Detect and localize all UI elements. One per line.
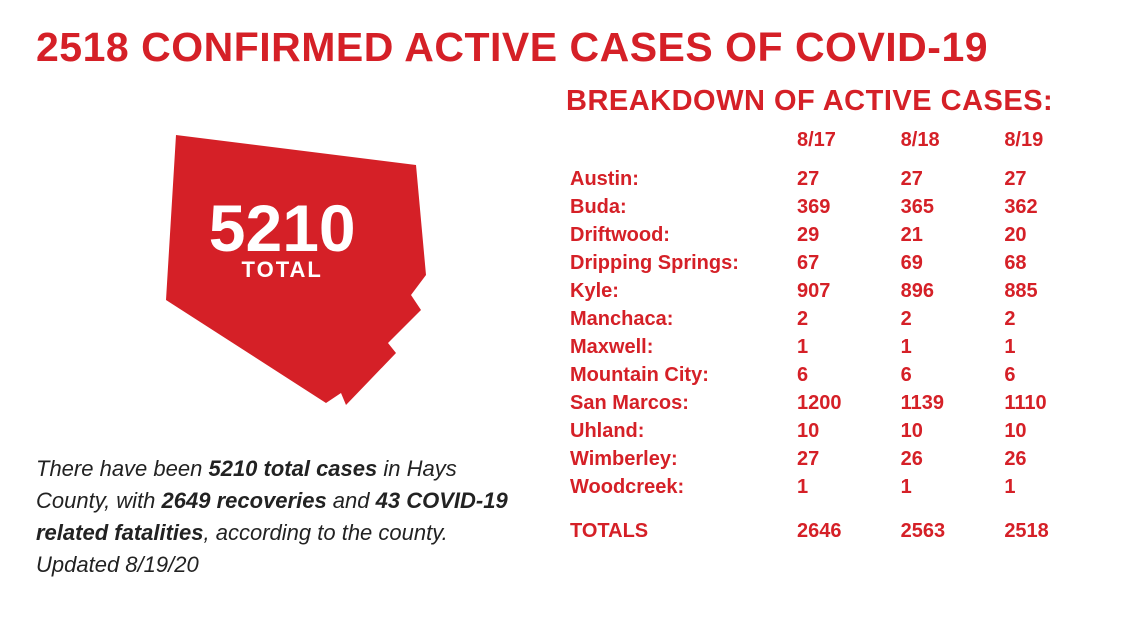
breakdown-table: 8/17 8/18 8/19 Austin:272727Buda:3693653… (566, 126, 1104, 545)
city-cell: San Marcos: (566, 390, 793, 418)
value-cell: 1110 (1000, 390, 1104, 418)
city-cell: Maxwell: (566, 334, 793, 362)
city-cell: Driftwood: (566, 222, 793, 250)
value-cell: 1 (1000, 474, 1104, 502)
value-cell: 29 (793, 222, 897, 250)
totals-value: 2563 (897, 502, 1001, 546)
city-cell: Wimberley: (566, 446, 793, 474)
table-header-date: 8/17 (793, 126, 897, 166)
value-cell: 907 (793, 278, 897, 306)
summary-text: There have been (36, 456, 208, 481)
totals-value: 2518 (1000, 502, 1104, 546)
city-cell: Austin: (566, 166, 793, 194)
value-cell: 2 (897, 306, 1001, 334)
table-header-date: 8/19 (1000, 126, 1104, 166)
totals-value: 2646 (793, 502, 897, 546)
table-row: Uhland:101010 (566, 418, 1104, 446)
table-header-blank (566, 126, 793, 166)
headline: 2518 CONFIRMED ACTIVE CASES OF COVID-19 (36, 24, 1104, 71)
left-column: 5210 TOTAL There have been 5210 total ca… (36, 85, 546, 581)
value-cell: 1 (793, 474, 897, 502)
value-cell: 2 (1000, 306, 1104, 334)
table-row: Mountain City:666 (566, 362, 1104, 390)
value-cell: 6 (1000, 362, 1104, 390)
city-cell: Dripping Springs: (566, 250, 793, 278)
value-cell: 1 (1000, 334, 1104, 362)
value-cell: 27 (793, 446, 897, 474)
table-row: Manchaca:222 (566, 306, 1104, 334)
table-row: Buda:369365362 (566, 194, 1104, 222)
table-row: San Marcos:120011391110 (566, 390, 1104, 418)
value-cell: 67 (793, 250, 897, 278)
value-cell: 26 (1000, 446, 1104, 474)
right-column: BREAKDOWN OF ACTIVE CASES: 8/17 8/18 8/1… (546, 85, 1104, 581)
summary-recoveries: 2649 recoveries (162, 488, 327, 513)
city-cell: Manchaca: (566, 306, 793, 334)
table-totals-row: TOTALS 2646 2563 2518 (566, 502, 1104, 546)
value-cell: 27 (897, 166, 1001, 194)
city-cell: Uhland: (566, 418, 793, 446)
map-total-number: 5210 (209, 195, 356, 261)
county-map: 5210 TOTAL (106, 105, 476, 425)
summary-paragraph: There have been 5210 total cases in Hays… (36, 453, 546, 581)
city-cell: Woodcreek: (566, 474, 793, 502)
value-cell: 362 (1000, 194, 1104, 222)
value-cell: 10 (897, 418, 1001, 446)
value-cell: 2 (793, 306, 897, 334)
value-cell: 365 (897, 194, 1001, 222)
value-cell: 1 (897, 334, 1001, 362)
table-header-row: 8/17 8/18 8/19 (566, 126, 1104, 166)
table-row: Kyle:907896885 (566, 278, 1104, 306)
value-cell: 20 (1000, 222, 1104, 250)
value-cell: 1 (793, 334, 897, 362)
value-cell: 1139 (897, 390, 1001, 418)
totals-label: TOTALS (566, 502, 793, 546)
table-row: Wimberley:272626 (566, 446, 1104, 474)
value-cell: 6 (897, 362, 1001, 390)
value-cell: 69 (897, 250, 1001, 278)
value-cell: 27 (1000, 166, 1104, 194)
breakdown-title: BREAKDOWN OF ACTIVE CASES: (566, 85, 1104, 118)
value-cell: 1 (897, 474, 1001, 502)
table-row: Woodcreek:111 (566, 474, 1104, 502)
value-cell: 1200 (793, 390, 897, 418)
table-row: Dripping Springs:676968 (566, 250, 1104, 278)
table-header-date: 8/18 (897, 126, 1001, 166)
map-center-text: 5210 TOTAL (209, 195, 356, 283)
value-cell: 26 (897, 446, 1001, 474)
city-cell: Kyle: (566, 278, 793, 306)
city-cell: Buda: (566, 194, 793, 222)
table-row: Austin:272727 (566, 166, 1104, 194)
value-cell: 21 (897, 222, 1001, 250)
value-cell: 27 (793, 166, 897, 194)
summary-text: and (327, 488, 376, 513)
table-row: Maxwell:111 (566, 334, 1104, 362)
summary-total-cases: 5210 total cases (208, 456, 377, 481)
content-row: 5210 TOTAL There have been 5210 total ca… (36, 85, 1104, 581)
value-cell: 885 (1000, 278, 1104, 306)
value-cell: 10 (1000, 418, 1104, 446)
value-cell: 68 (1000, 250, 1104, 278)
city-cell: Mountain City: (566, 362, 793, 390)
value-cell: 10 (793, 418, 897, 446)
value-cell: 6 (793, 362, 897, 390)
value-cell: 896 (897, 278, 1001, 306)
table-row: Driftwood:292120 (566, 222, 1104, 250)
value-cell: 369 (793, 194, 897, 222)
